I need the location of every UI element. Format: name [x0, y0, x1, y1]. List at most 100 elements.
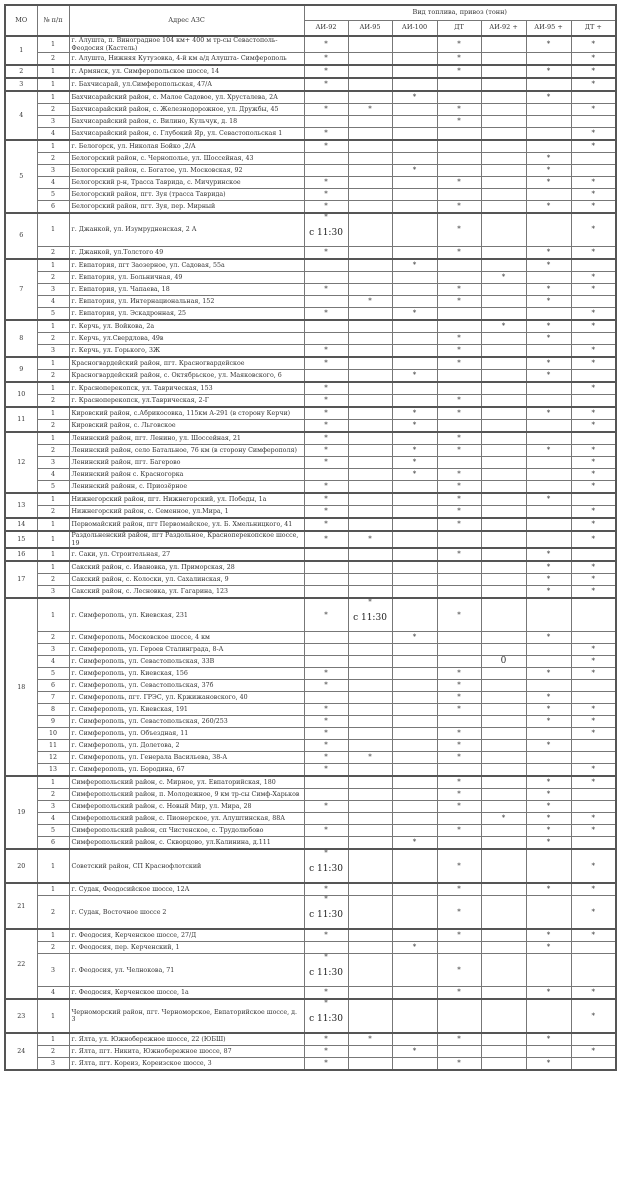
fuel-availability-cell [480, 307, 527, 321]
fuel-availability-cell [570, 115, 617, 129]
fuel-availability-cell [347, 1045, 393, 1059]
availability-mark: * [324, 885, 328, 894]
fuel-availability-cell [391, 344, 438, 358]
fuel-availability-cell [436, 1045, 482, 1059]
availability-mark: * [324, 999, 328, 1008]
fuel-availability-cell [391, 703, 438, 717]
availability-mark: * [546, 741, 551, 750]
address-cell: г. Алушта, п. Виноградное 104 км+ 400 м … [68, 35, 305, 54]
fuel-availability-cell [480, 895, 527, 930]
row-number-cell: 3 [36, 344, 70, 358]
fuel-availability-cell [480, 739, 527, 753]
fuel-availability-cell: * [436, 200, 482, 214]
fuel-availability-cell [525, 103, 572, 117]
fuel-availability-cell [347, 344, 393, 358]
availability-mark: * [546, 717, 551, 726]
table-row: 17 1 Сакский район, с. Ивановка, ул. Примо… [4, 560, 617, 599]
row-number-cell: 3 [36, 585, 70, 599]
fuel-availability-cell: * [525, 295, 572, 309]
fuel-availability-cell [570, 492, 617, 507]
availability-mark: * [457, 550, 461, 559]
fuel-availability-cell: * [436, 103, 482, 117]
fuel-availability-cell [480, 77, 527, 92]
address-cell: Бахчисарайский район, с. Вилино, Кульчук… [68, 115, 305, 129]
availability-mark: * [412, 370, 417, 379]
fuel-availability-cell: * [303, 394, 349, 408]
fuel-availability-cell [347, 573, 393, 587]
fuel-availability-cell: * [525, 258, 572, 273]
availability-mark: * [546, 260, 551, 269]
fuel-availability-cell [391, 986, 438, 1000]
availability-mark: * [324, 66, 328, 75]
row-number-cell: 2 [36, 444, 70, 458]
availability-mark: * [591, 519, 596, 528]
fuel-availability-cell [436, 631, 482, 645]
fuel-availability-cell [347, 431, 393, 446]
fuel-availability-cell [480, 928, 527, 943]
availability-mark: * [546, 563, 551, 572]
availability-mark: * [591, 506, 596, 515]
fuel-availability-cell [480, 691, 527, 705]
fuel-availability-cell [480, 115, 527, 129]
fuel-availability-cell [480, 64, 527, 79]
address-cell: Симферопольский район, с. Новый Мир, ул.… [68, 800, 305, 814]
fuel-availability-cell [391, 775, 438, 790]
availability-mark: * [546, 321, 551, 330]
address-cell: г. Симферополь, пгт. ГРЭС, ул. Кржижанов… [68, 691, 305, 705]
fuel-availability-cell [525, 763, 572, 777]
delivery-time-note: с 11:30 [353, 612, 387, 623]
availability-mark: * [591, 826, 596, 835]
mo-cell: 14 [4, 517, 38, 532]
fuel-availability-cell: * [303, 127, 349, 141]
availability-mark: * [324, 849, 328, 858]
fuel-availability-cell: * [570, 468, 617, 482]
table-row: 5 г. Евпатория, ул. Эскадронная, 25 * * * [5, 307, 617, 321]
fuel-availability-cell [347, 1057, 393, 1071]
fuel-availability-cell: * [570, 986, 617, 1000]
availability-mark: * [546, 445, 551, 454]
fuel-availability-cell [391, 788, 438, 802]
address-cell: Ленинский район с. Красногорка [68, 468, 305, 482]
fuel-availability-cell [436, 271, 482, 285]
fuel-availability-cell: * [525, 164, 572, 178]
table-row: 5 Симферопольский район, сп Чистенское, с… [5, 824, 617, 838]
availability-mark: * [324, 717, 328, 726]
fuel-availability-cell [391, 812, 438, 826]
table-row: 2 г. Красноперекопск, ул.Таврическая, 2-Г… [5, 394, 617, 408]
fuel-availability-cell [436, 812, 482, 826]
fuel-availability-cell [303, 295, 349, 309]
availability-mark: * [412, 838, 417, 847]
fuel-availability-cell [303, 258, 349, 273]
fuel-availability-cell [347, 882, 393, 897]
fuel-availability-cell: * [570, 667, 617, 681]
fuel-availability-cell: * [436, 597, 482, 633]
fuel-availability-cell [347, 703, 393, 717]
availability-mark: * [591, 39, 596, 48]
address-cell: г. Симферополь, ул. Киевская, 156 [68, 667, 305, 681]
fuel-availability-cell: * [303, 356, 349, 371]
fuel-availability-cell [436, 456, 482, 470]
fuel-availability-cell [436, 127, 482, 141]
table-row: 2 г. Евпатория, ул. Больничная, 49 * * [5, 271, 617, 285]
address-cell: Симферопольский район, п. Молодежное, 9 … [68, 788, 305, 802]
fuel-availability-cell [480, 295, 527, 309]
fuel-availability-cell: * с 11:30 [303, 212, 349, 248]
fuel-availability-cell [303, 631, 349, 645]
fuel-availability-cell: * [436, 848, 482, 884]
fuel-availability-cell [347, 456, 393, 470]
table-row: 3 г. Ялта, пгт. Кореиз, Кореизское шоссе,… [5, 1057, 617, 1071]
table-row: 2 г. Симферополь, Московское шоссе, 4 км *… [5, 631, 617, 645]
fuel-availability-cell [436, 836, 482, 850]
availability-mark: * [457, 778, 461, 787]
fuel-availability-cell: * [570, 480, 617, 494]
fuel-availability-cell [303, 547, 349, 562]
fuel-availability-cell: * [303, 1045, 349, 1059]
availability-mark: * [324, 481, 328, 490]
address-cell: г. Белогорск, ул. Николая Бойко ,2/А [68, 139, 305, 154]
fuel-availability-cell [436, 643, 482, 657]
fuel-availability-cell [480, 492, 527, 507]
row-number-cell: 1 [36, 212, 70, 248]
availability-mark: * [591, 563, 596, 572]
fuel-availability-cell: * [303, 444, 349, 458]
table-row: 5 Белогорский район, пгт. Зуя (трасса Тав… [5, 188, 617, 202]
